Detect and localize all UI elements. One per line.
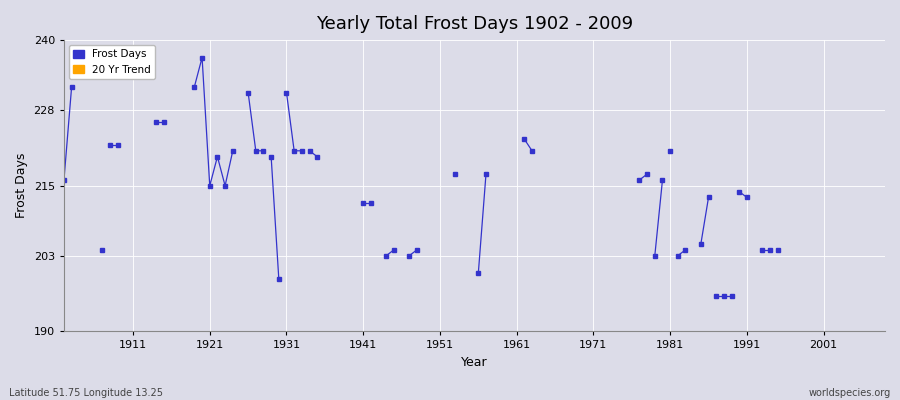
Text: Latitude 51.75 Longitude 13.25: Latitude 51.75 Longitude 13.25 xyxy=(9,388,163,398)
Title: Yearly Total Frost Days 1902 - 2009: Yearly Total Frost Days 1902 - 2009 xyxy=(316,15,633,33)
X-axis label: Year: Year xyxy=(461,356,488,369)
Legend: Frost Days, 20 Yr Trend: Frost Days, 20 Yr Trend xyxy=(69,45,155,79)
Y-axis label: Frost Days: Frost Days xyxy=(15,153,28,218)
Text: worldspecies.org: worldspecies.org xyxy=(809,388,891,398)
